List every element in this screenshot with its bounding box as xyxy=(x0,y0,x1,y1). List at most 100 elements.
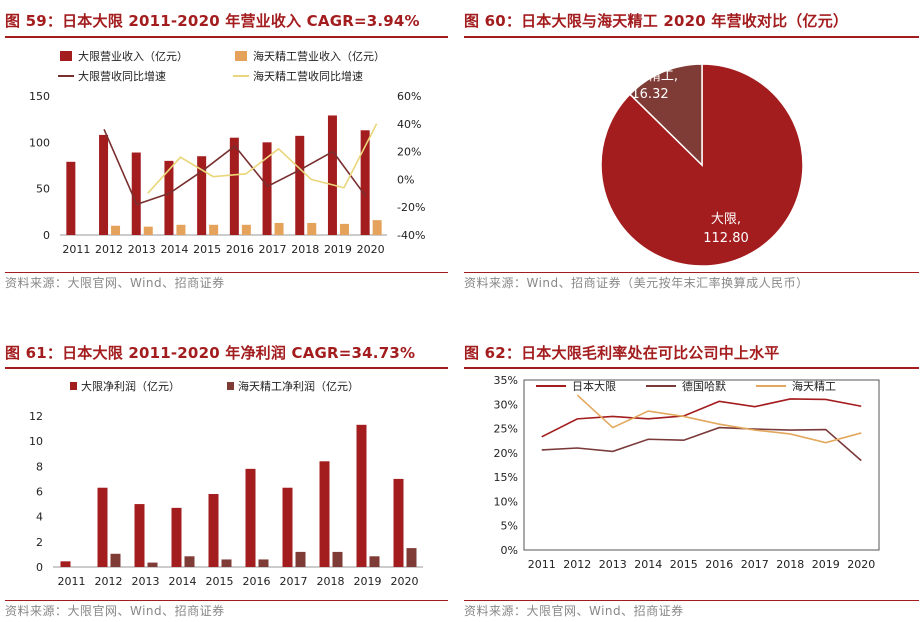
bar-okuma-revenue xyxy=(66,161,76,235)
bar-haitian-net-profit xyxy=(332,551,343,567)
x-tick-label: 2018 xyxy=(291,243,319,256)
plot-frame xyxy=(523,379,880,551)
y-right-tick-label: 40% xyxy=(397,118,421,131)
x-tick-label: 2015 xyxy=(193,243,221,256)
legend-label: 大限净利润（亿元） xyxy=(81,379,180,393)
y-tick-label: 25% xyxy=(494,423,518,436)
chart-source: 资料来源：大限官网、Wind、招商证券 xyxy=(5,276,225,290)
x-tick-label: 2020 xyxy=(391,575,419,588)
bar-okuma-net-profit xyxy=(208,494,219,567)
bottom-rule xyxy=(5,272,448,273)
chart-title: 图 61：日本大限 2011-2020 年净利润 CAGR=34.73% xyxy=(5,344,416,362)
title-rule xyxy=(5,367,448,369)
y-tick-label: 5% xyxy=(501,520,518,533)
x-tick-label: 2015 xyxy=(670,558,698,571)
x-tick-label: 2014 xyxy=(169,575,197,588)
x-tick-label: 2012 xyxy=(563,558,591,571)
x-tick-label: 2018 xyxy=(317,575,345,588)
y-tick-label: 35% xyxy=(494,374,518,387)
y-left-tick-label: 150 xyxy=(29,90,50,103)
line-series-2 xyxy=(576,394,862,444)
bar-okuma-net-profit xyxy=(97,487,108,567)
pie-label-value: 112.80 xyxy=(703,231,749,246)
y-right-tick-label: 60% xyxy=(397,90,421,103)
bar-haitian-net-profit xyxy=(406,548,417,567)
x-tick-label: 2013 xyxy=(599,558,627,571)
bar-okuma-net-profit xyxy=(356,424,367,567)
x-tick-label: 2011 xyxy=(58,575,86,588)
bottom-rule xyxy=(464,272,919,273)
y-tick-label: 0 xyxy=(36,561,43,574)
bar-haitian-net-profit xyxy=(295,551,306,567)
bar-haitian-net-profit xyxy=(147,562,158,567)
bar-okuma-net-profit xyxy=(134,504,145,567)
y-right-tick-label: -20% xyxy=(397,201,425,214)
y-tick-label: 15% xyxy=(494,471,518,484)
x-tick-label: 2017 xyxy=(741,558,769,571)
pie-label-name: 大限, xyxy=(711,212,741,227)
x-tick-label: 2016 xyxy=(226,243,254,256)
x-tick-label: 2019 xyxy=(354,575,382,588)
x-tick-label: 2020 xyxy=(357,243,385,256)
bar-okuma-revenue xyxy=(99,134,109,235)
y-tick-label: 2 xyxy=(36,536,43,549)
y-left-tick-label: 100 xyxy=(29,136,50,149)
bar-okuma-revenue xyxy=(131,152,141,235)
legend-swatch xyxy=(235,51,247,61)
bar-okuma-revenue xyxy=(229,137,239,235)
legend-swatch xyxy=(227,382,234,390)
bar-okuma-revenue xyxy=(295,135,305,235)
title-rule xyxy=(5,36,448,38)
y-tick-label: 30% xyxy=(494,398,518,411)
bar-haitian-net-profit xyxy=(369,556,380,567)
bar-okuma-revenue xyxy=(327,115,337,235)
bar-haitian-revenue xyxy=(241,224,251,235)
x-tick-label: 2016 xyxy=(243,575,271,588)
chart-source: 资料来源：大限官网、Wind、招商证券 xyxy=(5,604,225,618)
x-tick-label: 2020 xyxy=(847,558,875,571)
bar-haitian-revenue xyxy=(339,223,349,235)
legend-label: 海天精工 xyxy=(792,379,836,393)
x-tick-label: 2013 xyxy=(132,575,160,588)
bar-okuma-net-profit xyxy=(393,478,404,567)
line-okuma-growth xyxy=(103,129,367,206)
x-tick-label: 2011 xyxy=(528,558,556,571)
bar-okuma-revenue xyxy=(197,156,207,235)
legend-label: 日本大限 xyxy=(572,379,616,393)
x-tick-label: 2014 xyxy=(634,558,662,571)
chart-title: 图 62：日本大限毛利率处在可比公司中上水平 xyxy=(464,344,780,362)
y-right-tick-label: 20% xyxy=(397,146,421,159)
bar-okuma-net-profit xyxy=(60,561,71,567)
y-tick-label: 20% xyxy=(494,447,518,460)
x-tick-label: 2015 xyxy=(206,575,234,588)
bar-haitian-revenue xyxy=(307,222,317,235)
line-series-1 xyxy=(541,426,862,462)
x-tick-label: 2018 xyxy=(776,558,804,571)
x-tick-label: 2011 xyxy=(62,243,90,256)
legend-label: 海天精工净利润（亿元） xyxy=(238,379,359,393)
y-tick-label: 10% xyxy=(494,495,518,508)
x-tick-label: 2012 xyxy=(95,575,123,588)
bar-okuma-net-profit xyxy=(245,468,256,567)
panel-gross-margin: 图 62：日本大限毛利率处在可比公司中上水平 0% 5% 10% 15% 20% 25% 3… xyxy=(464,340,919,622)
pie-slice-haitian xyxy=(628,63,703,167)
legend-swatch xyxy=(70,382,77,390)
pie-chart: 海天精工, 16.32 大限, 112.80 xyxy=(600,63,804,267)
x-tick-label: 2016 xyxy=(705,558,733,571)
y-left-tick-label: 50 xyxy=(36,183,50,196)
x-tick-label: 2017 xyxy=(280,575,308,588)
bar-haitian-revenue xyxy=(209,224,219,235)
y-tick-label: 10 xyxy=(29,435,43,448)
bar-haitian-net-profit xyxy=(110,553,121,567)
bar-okuma-revenue xyxy=(360,130,370,235)
panel-pie: 图 60：日本大限与海天精工 2020 年营收对比（亿元） 海天精工, 16.32… xyxy=(464,8,919,293)
pie-label-value: 16.32 xyxy=(631,87,668,102)
bar-haitian-revenue xyxy=(176,224,186,235)
chart-title: 图 60：日本大限与海天精工 2020 年营收对比（亿元） xyxy=(464,12,849,30)
bar-okuma-revenue xyxy=(262,142,272,235)
line-haitian-growth xyxy=(147,123,378,194)
x-tick-label: 2014 xyxy=(160,243,188,256)
line-series-0 xyxy=(541,398,862,438)
title-rule xyxy=(464,367,919,369)
bottom-rule xyxy=(5,600,448,601)
